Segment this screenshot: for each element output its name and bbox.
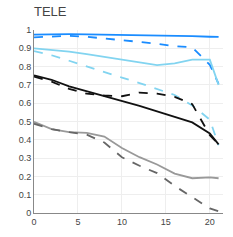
- svg-text:0.4: 0.4: [19, 135, 32, 145]
- svg-text:0.3: 0.3: [19, 153, 32, 163]
- svg-text:0.6: 0.6: [19, 98, 32, 108]
- svg-text:0.9: 0.9: [19, 43, 32, 53]
- svg-text:15: 15: [161, 217, 171, 227]
- svg-text:0: 0: [31, 217, 36, 227]
- svg-text:1: 1: [26, 25, 31, 35]
- svg-text:0.7: 0.7: [19, 80, 32, 90]
- svg-text:0.2: 0.2: [19, 172, 32, 182]
- svg-text:0: 0: [26, 208, 31, 218]
- svg-text:5: 5: [75, 217, 80, 227]
- svg-text:0.1: 0.1: [19, 190, 32, 200]
- svg-text:0.8: 0.8: [19, 62, 32, 72]
- svg-text:20: 20: [205, 217, 215, 227]
- svg-text:TELE: TELE: [34, 4, 67, 19]
- svg-text:10: 10: [117, 217, 127, 227]
- svg-text:0.5: 0.5: [19, 117, 32, 127]
